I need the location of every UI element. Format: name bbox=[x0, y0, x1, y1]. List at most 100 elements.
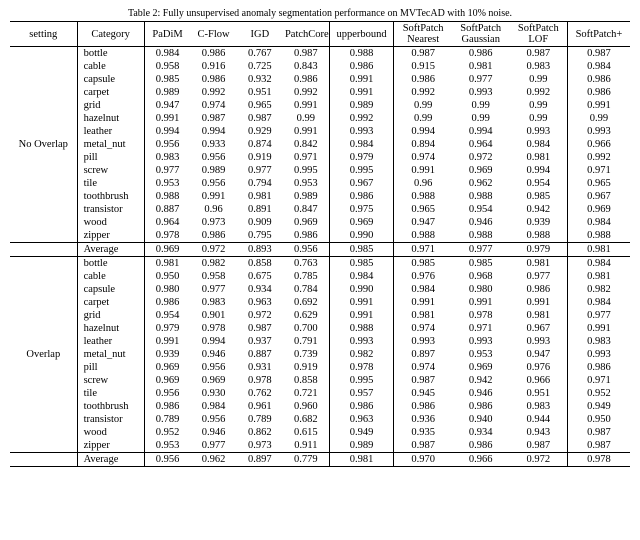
table-cell: 0.992 bbox=[510, 86, 568, 99]
table-cell: 0.980 bbox=[144, 283, 190, 296]
table-cell: 0.947 bbox=[394, 216, 452, 229]
table-cell: 0.966 bbox=[452, 453, 510, 467]
table-cell: 0.946 bbox=[452, 387, 510, 400]
table-cell: 0.986 bbox=[452, 400, 510, 413]
table-cell: tile bbox=[77, 387, 144, 400]
table-cell: 0.940 bbox=[452, 413, 510, 426]
table-cell: 0.99 bbox=[510, 99, 568, 112]
table-cell: 0.986 bbox=[190, 47, 236, 61]
table-cell: 0.692 bbox=[283, 296, 329, 309]
table-cell: 0.984 bbox=[190, 400, 236, 413]
table-row: wood0.9640.9730.9090.9690.9690.9470.9460… bbox=[10, 216, 630, 229]
table-cell: 0.986 bbox=[283, 73, 329, 86]
table-cell: 0.953 bbox=[283, 177, 329, 190]
table-cell: 0.956 bbox=[190, 177, 236, 190]
header-row: setting Category PaDiM C-Flow IGD PatchC… bbox=[10, 22, 630, 47]
table-cell: 0.725 bbox=[237, 60, 283, 73]
table-cell: 0.944 bbox=[510, 413, 568, 426]
table-cell: 0.991 bbox=[452, 296, 510, 309]
table-cell: cable bbox=[77, 60, 144, 73]
table-cell: 0.993 bbox=[567, 348, 630, 361]
table-cell: 0.969 bbox=[144, 374, 190, 387]
table-cell: screw bbox=[77, 164, 144, 177]
table-cell: 0.974 bbox=[394, 322, 452, 335]
table-cell: 0.969 bbox=[283, 216, 329, 229]
table-cell: 0.974 bbox=[190, 99, 236, 112]
table-cell: 0.939 bbox=[510, 216, 568, 229]
table-cell: 0.987 bbox=[567, 439, 630, 453]
setting-cell: Overlap bbox=[10, 257, 77, 453]
table-row: metal_nut0.9560.9330.8740.8420.9840.8940… bbox=[10, 138, 630, 151]
table-cell: 0.993 bbox=[510, 335, 568, 348]
table-cell: 0.909 bbox=[237, 216, 283, 229]
table-cell: 0.969 bbox=[452, 164, 510, 177]
table-cell: 0.983 bbox=[144, 151, 190, 164]
table-cell: 0.993 bbox=[329, 125, 394, 138]
table-row: metal_nut0.9390.9460.8870.7390.9820.8970… bbox=[10, 348, 630, 361]
table-row: leather0.9910.9940.9370.7910.9930.9930.9… bbox=[10, 335, 630, 348]
table-cell: 0.981 bbox=[510, 309, 568, 322]
table-cell: metal_nut bbox=[77, 348, 144, 361]
table-cell: 0.842 bbox=[283, 138, 329, 151]
table-cell: zipper bbox=[77, 439, 144, 453]
table-cell: 0.843 bbox=[283, 60, 329, 73]
table-cell: 0.739 bbox=[283, 348, 329, 361]
table-cell: 0.972 bbox=[452, 151, 510, 164]
table-cell: 0.988 bbox=[452, 229, 510, 243]
table-cell: 0.987 bbox=[283, 47, 329, 61]
table-cell: 0.979 bbox=[329, 151, 394, 164]
table-cell: 0.974 bbox=[394, 361, 452, 374]
table-cell: 0.969 bbox=[567, 203, 630, 216]
col-setting: setting bbox=[10, 22, 77, 47]
table-cell: 0.987 bbox=[567, 47, 630, 61]
table-cell: 0.978 bbox=[329, 361, 394, 374]
table-cell: 0.977 bbox=[510, 270, 568, 283]
table-cell: transistor bbox=[77, 203, 144, 216]
table-cell: 0.978 bbox=[237, 374, 283, 387]
table-cell: 0.939 bbox=[144, 348, 190, 361]
table-cell: 0.983 bbox=[190, 296, 236, 309]
table-caption: Table 2: Fully unsupervised anomaly segm… bbox=[10, 8, 630, 19]
table-row: hazelnut0.9910.9870.9870.990.9920.990.99… bbox=[10, 112, 630, 125]
table-cell: 0.977 bbox=[190, 283, 236, 296]
table-row: transistor0.8870.960.8910.8470.9750.9650… bbox=[10, 203, 630, 216]
table-row: cable0.9580.9160.7250.8430.9860.9150.981… bbox=[10, 60, 630, 73]
table-cell: 0.994 bbox=[190, 125, 236, 138]
table-cell: 0.983 bbox=[510, 60, 568, 73]
table-cell: 0.946 bbox=[190, 426, 236, 439]
table-cell: 0.942 bbox=[510, 203, 568, 216]
table-cell: 0.991 bbox=[329, 296, 394, 309]
table-row: transistor0.7890.9560.7890.6820.9630.936… bbox=[10, 413, 630, 426]
table-cell: 0.675 bbox=[237, 270, 283, 283]
table-cell: Average bbox=[77, 453, 144, 467]
table-row: tile0.9560.9300.7620.7210.9570.9450.9460… bbox=[10, 387, 630, 400]
table-cell: 0.947 bbox=[510, 348, 568, 361]
table-cell: 0.986 bbox=[144, 400, 190, 413]
table-cell: 0.887 bbox=[144, 203, 190, 216]
table-cell: 0.989 bbox=[329, 99, 394, 112]
table-cell: 0.965 bbox=[237, 99, 283, 112]
table-cell: 0.987 bbox=[510, 439, 568, 453]
table-cell: 0.785 bbox=[283, 270, 329, 283]
table-cell: 0.953 bbox=[144, 177, 190, 190]
table-cell: 0.897 bbox=[237, 453, 283, 467]
table-cell: 0.984 bbox=[567, 60, 630, 73]
table-cell: 0.988 bbox=[394, 190, 452, 203]
col-sp-nearest: SoftPatchNearest bbox=[394, 22, 452, 47]
results-table: setting Category PaDiM C-Flow IGD PatchC… bbox=[10, 21, 630, 467]
table-cell: toothbrush bbox=[77, 400, 144, 413]
table-cell: 0.791 bbox=[283, 335, 329, 348]
table-cell: 0.987 bbox=[510, 47, 568, 61]
table-cell: metal_nut bbox=[77, 138, 144, 151]
table-row: grid0.9540.9010.9720.6290.9910.9810.9780… bbox=[10, 309, 630, 322]
table-cell: 0.964 bbox=[452, 138, 510, 151]
table-cell: 0.991 bbox=[394, 296, 452, 309]
table-cell: 0.991 bbox=[510, 296, 568, 309]
table-cell: 0.615 bbox=[283, 426, 329, 439]
table-cell: 0.700 bbox=[283, 322, 329, 335]
table-cell: grid bbox=[77, 99, 144, 112]
table-cell: 0.951 bbox=[237, 86, 283, 99]
table-row: tile0.9530.9560.7940.9530.9670.960.9620.… bbox=[10, 177, 630, 190]
table-cell: 0.990 bbox=[329, 283, 394, 296]
table-cell: 0.971 bbox=[394, 243, 452, 257]
